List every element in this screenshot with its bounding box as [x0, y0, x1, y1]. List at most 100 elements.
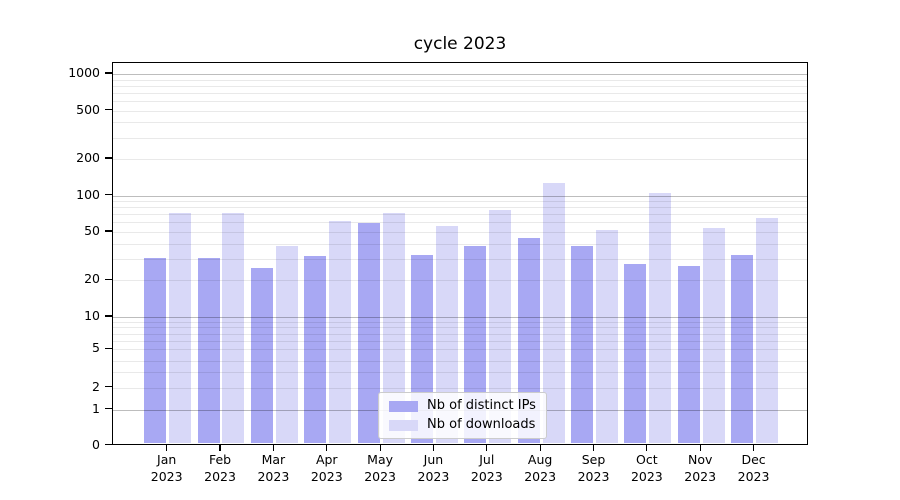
major-gridline	[113, 195, 807, 197]
bar-downloads-oct	[649, 192, 672, 444]
x-tick	[486, 444, 488, 451]
bar-downloads-apr	[329, 221, 352, 444]
minor-gridline	[113, 122, 807, 124]
bar-downloads-dec	[755, 218, 778, 444]
minor-gridline	[113, 222, 807, 224]
y-tick-label: 500	[76, 101, 100, 117]
legend-item-distinct-ips: Nb of distinct IPs	[387, 399, 538, 413]
bar-downloads-jan	[169, 213, 192, 444]
bar-downloads-jul	[489, 209, 512, 444]
x-tick-label: Jan 2023	[150, 452, 183, 484]
y-tick-label: 1	[92, 400, 100, 416]
bar-distinct-ips-dec	[731, 254, 754, 444]
x-tick	[379, 444, 381, 451]
minor-gridline	[113, 327, 807, 329]
y-tick	[105, 278, 112, 280]
bar-distinct-ips-mar	[251, 267, 273, 444]
x-tick	[699, 444, 701, 451]
bar-distinct-ips-may	[357, 223, 380, 444]
minor-gridline	[113, 110, 807, 112]
major-gridline	[113, 317, 807, 319]
minor-gridline	[113, 79, 807, 81]
chart-title: cycle 2023	[413, 34, 507, 54]
x-tick-label: May 2023	[364, 452, 396, 484]
minor-gridline	[113, 158, 807, 160]
bar-downloads-jun	[435, 226, 458, 444]
y-tick	[105, 443, 112, 446]
y-tick	[105, 193, 112, 196]
plot-area	[112, 62, 808, 445]
minor-gridline	[113, 333, 807, 335]
x-tick	[592, 444, 595, 451]
x-tick-label: Feb 2023	[204, 452, 236, 484]
bar-downloads-may	[382, 213, 405, 444]
minor-gridline	[113, 340, 807, 342]
x-tick	[326, 444, 328, 451]
y-tick	[105, 347, 112, 349]
y-tick	[105, 315, 112, 317]
bar-downloads-mar	[275, 245, 298, 444]
x-tick-label: Jun 2023	[417, 452, 450, 484]
y-tick-label: 200	[76, 149, 100, 165]
y-tick-label: 5	[92, 340, 100, 356]
legend-label-downloads: Nb of downloads	[427, 417, 536, 432]
y-tick-label: 20	[84, 271, 100, 287]
bar-downloads-sep	[595, 230, 618, 444]
y-tick	[105, 72, 112, 74]
legend-swatch-downloads	[389, 419, 418, 431]
y-tick	[105, 407, 112, 410]
minor-gridline	[113, 360, 807, 362]
x-tick-label: Apr 2023	[310, 452, 343, 484]
bar-distinct-ips-feb	[197, 258, 220, 444]
minor-gridline	[113, 92, 807, 94]
minor-gridline	[113, 387, 807, 389]
minor-gridline	[113, 259, 807, 261]
minor-gridline	[113, 243, 807, 245]
bar-downloads-nov	[702, 228, 725, 444]
y-tick-label: 0	[92, 436, 100, 452]
minor-gridline	[113, 100, 807, 102]
minor-gridline	[113, 207, 807, 209]
minor-gridline	[113, 201, 807, 203]
bar-distinct-ips-nov	[677, 265, 700, 444]
x-tick-label: Mar 2023	[257, 452, 290, 484]
minor-gridline	[113, 214, 807, 216]
x-tick-label: Jul 2023	[470, 452, 503, 484]
y-tick	[105, 385, 112, 388]
y-tick-label: 50	[84, 223, 100, 239]
y-tick	[105, 108, 112, 111]
bar-distinct-ips-apr	[304, 256, 327, 444]
legend-label-distinct-ips: Nb of distinct IPs	[427, 398, 536, 413]
x-tick	[752, 444, 755, 451]
bar-downloads-aug	[542, 182, 565, 444]
y-tick-label: 100	[76, 186, 100, 202]
x-tick-label: Sep 2023	[577, 452, 610, 484]
x-tick	[272, 444, 274, 451]
x-tick	[432, 444, 435, 451]
y-tick-label: 2	[92, 378, 100, 394]
x-tick	[646, 444, 648, 451]
x-tick	[166, 444, 168, 451]
legend-swatch-distinct-ips	[389, 400, 418, 412]
x-tick-label: Nov 2023	[684, 452, 717, 484]
major-gridline	[113, 74, 807, 76]
y-tick	[105, 230, 112, 232]
y-tick-label: 1000	[68, 65, 100, 80]
x-tick-label: Oct 2023	[630, 452, 663, 484]
minor-gridline	[113, 85, 807, 87]
bar-distinct-ips-oct	[624, 263, 647, 444]
legend: Nb of distinct IPs Nb of downloads	[378, 392, 547, 439]
minor-gridline	[113, 349, 807, 351]
x-tick	[539, 444, 541, 451]
bar-distinct-ips-jan	[144, 258, 167, 444]
y-tick	[105, 157, 112, 159]
bar-downloads-feb	[222, 213, 245, 444]
y-tick-label: 10	[84, 308, 100, 323]
minor-gridline	[113, 232, 807, 234]
x-tick-label: Dec 2023	[737, 452, 770, 484]
x-tick	[219, 444, 221, 451]
minor-gridline	[113, 371, 807, 373]
bar-distinct-ips-sep	[571, 245, 594, 444]
x-tick-label: Aug 2023	[524, 452, 557, 484]
